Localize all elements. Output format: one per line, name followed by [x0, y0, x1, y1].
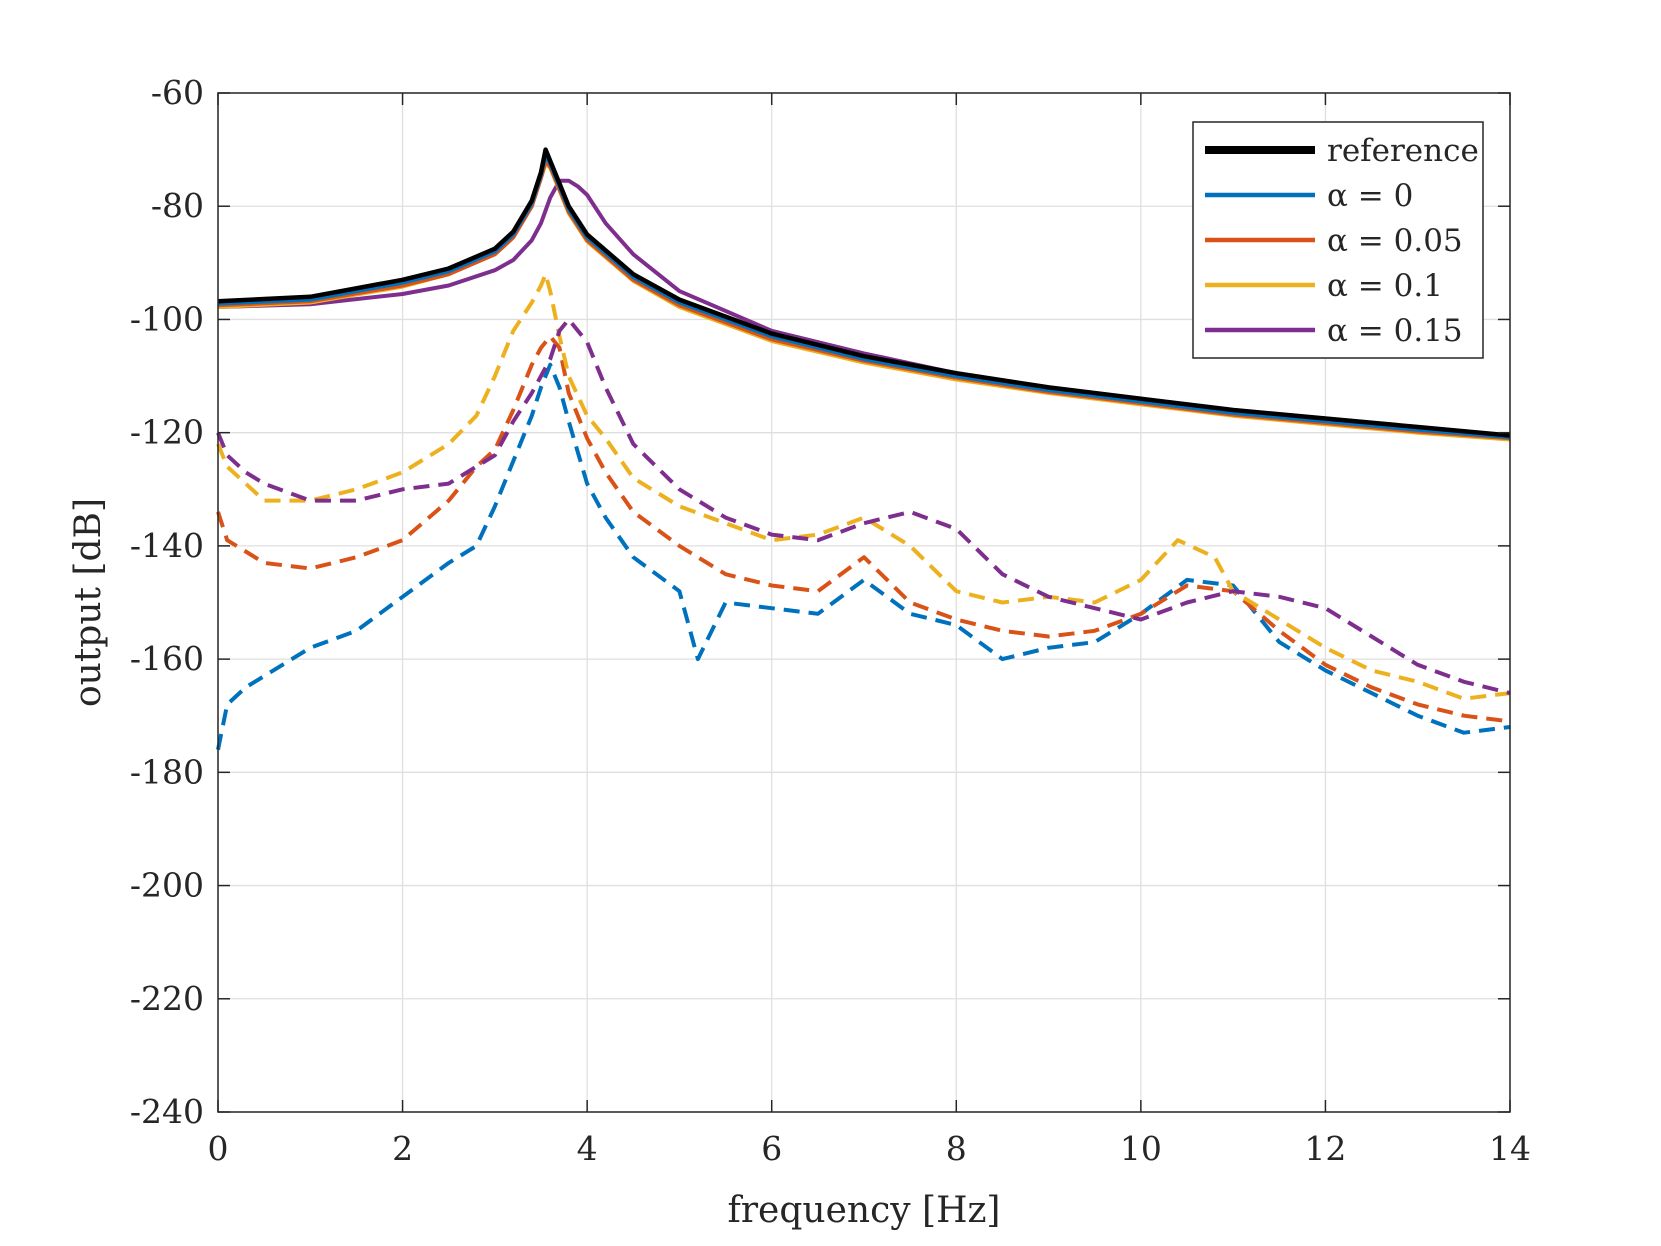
- x-tick-label: 10: [1120, 1129, 1162, 1168]
- series-group: [216, 147, 1511, 751]
- legend-label: α = 0.1: [1327, 268, 1443, 304]
- x-tick-label: 8: [946, 1129, 967, 1168]
- x-tick-label: 2: [392, 1129, 413, 1168]
- series-line-0: [217, 147, 1511, 438]
- x-tick-label: 6: [761, 1129, 782, 1168]
- y-axis-title: output [dB]: [68, 498, 109, 707]
- x-tick-label: 12: [1304, 1129, 1346, 1168]
- y-tick-label: -200: [130, 866, 204, 905]
- x-tick-label: 4: [577, 1129, 598, 1168]
- y-tick-label: -60: [151, 73, 204, 112]
- x-tick-label: 14: [1489, 1129, 1531, 1168]
- y-tick-label: -120: [130, 413, 204, 452]
- plot-frame: [217, 92, 1511, 1113]
- y-tick-label: -220: [130, 979, 204, 1018]
- series-line-5: [216, 362, 1511, 751]
- y-tick-label: -240: [130, 1092, 204, 1131]
- y-tick-label: -140: [130, 526, 204, 565]
- legend-label: α = 0: [1327, 178, 1413, 214]
- y-tick-label: -180: [130, 752, 204, 791]
- y-tick-label: -100: [130, 299, 204, 338]
- ticks: 0 2 4 6 8 10 12 14 -240 -220 -200 -180 -160 -140 -120 -…: [130, 73, 1531, 1168]
- series-line-6: [216, 334, 1511, 724]
- y-tick-label: -160: [130, 639, 204, 678]
- legend-label: α = 0.05: [1327, 223, 1463, 259]
- x-axis-title: frequency [Hz]: [728, 1190, 1001, 1231]
- legend: reference α = 0 α = 0.05 α = 0.1 α = 0.15: [1192, 121, 1484, 359]
- y-tick-label: -80: [151, 186, 204, 225]
- legend-label: reference: [1327, 133, 1479, 169]
- legend-label: α = 0.15: [1327, 313, 1463, 349]
- x-tick-label: 0: [208, 1129, 229, 1168]
